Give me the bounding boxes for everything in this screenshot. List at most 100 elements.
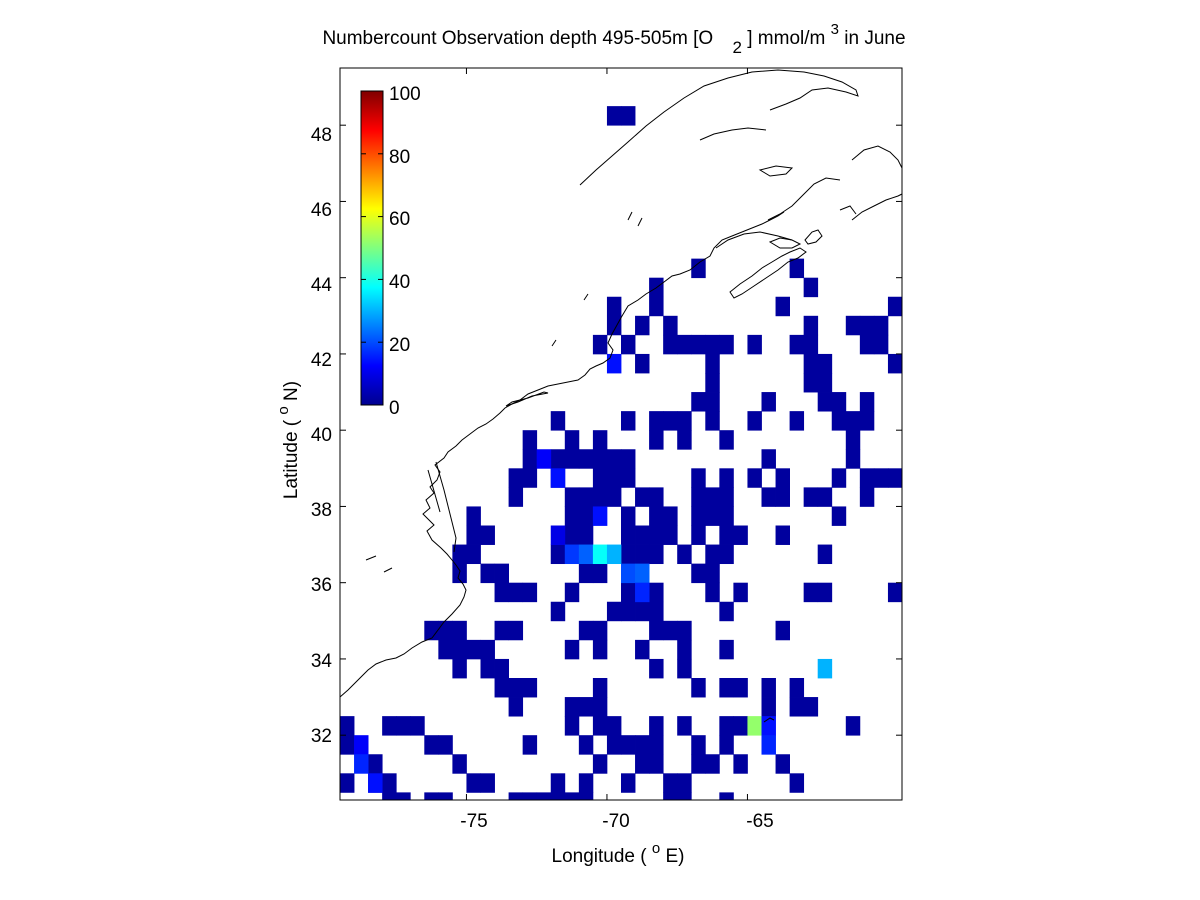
heatmap-cell xyxy=(382,792,397,801)
heatmap-cell xyxy=(592,563,608,584)
heatmap-cell xyxy=(705,544,720,565)
y-tick-label: 38 xyxy=(311,500,332,521)
y-label-degree: o xyxy=(275,406,292,414)
y-tick-labels: 48 46 44 42 40 38 36 34 32 xyxy=(311,125,333,747)
heatmap-cell xyxy=(859,468,875,488)
heatmap-cell xyxy=(831,392,847,412)
heatmap-cell xyxy=(578,620,594,641)
heatmap-cell xyxy=(691,678,706,698)
heatmap-cell xyxy=(691,525,706,545)
heatmap-cell xyxy=(494,620,509,641)
heatmap-cell xyxy=(564,544,580,565)
heatmap-cell xyxy=(691,392,706,412)
title-main: Numbercount Observation depth 495-505m [… xyxy=(322,28,713,49)
heatmap-cell xyxy=(410,716,425,736)
heatmap-cell xyxy=(705,487,720,507)
heatmap-cell xyxy=(592,506,608,526)
heatmap-cell xyxy=(508,678,524,698)
heatmap-cell xyxy=(522,678,538,698)
heatmap-cell xyxy=(522,582,538,603)
heatmap-cell xyxy=(649,754,664,774)
heatmap-cell xyxy=(789,258,805,279)
heatmap-cell xyxy=(438,792,453,801)
heatmap-cell xyxy=(817,658,833,679)
heatmap-cell xyxy=(719,487,734,507)
heatmap-cell xyxy=(775,525,790,545)
heatmap-cell xyxy=(747,411,762,431)
heatmap-cell xyxy=(550,773,566,793)
heatmap-cell xyxy=(438,735,453,755)
heatmap-cell xyxy=(606,716,622,736)
heatmap-cell xyxy=(719,792,734,801)
heatmap-cell xyxy=(649,296,664,317)
heatmap-cell xyxy=(635,754,650,774)
heatmap-cell xyxy=(494,658,509,679)
heatmap-cell xyxy=(606,449,622,469)
heatmap-cell xyxy=(663,334,678,355)
heatmap-cell xyxy=(382,773,397,793)
heatmap-cell xyxy=(761,487,776,507)
heatmap-cell xyxy=(705,754,720,774)
heatmap-cell xyxy=(564,792,580,801)
heatmap-cell xyxy=(887,582,903,603)
heatmap-cell xyxy=(719,716,734,736)
heatmap-cell xyxy=(803,487,819,507)
heatmap-cell xyxy=(606,735,622,755)
heatmap-cell xyxy=(775,296,790,317)
heatmap-cell xyxy=(550,411,566,431)
colorbar-tick-label: 40 xyxy=(389,272,410,293)
heatmap-cell xyxy=(677,773,692,793)
heatmap-cell xyxy=(859,392,875,412)
heatmap-cell xyxy=(522,449,538,469)
heatmap-cell xyxy=(635,735,650,755)
heatmap-cell xyxy=(508,697,524,717)
x-tick-label: -75 xyxy=(460,811,487,832)
heatmap-cell xyxy=(691,735,706,755)
y-tick-label: 34 xyxy=(311,651,333,672)
heatmap-cell xyxy=(761,392,776,412)
heatmap-cell xyxy=(564,430,580,450)
heatmap-cell xyxy=(649,716,664,736)
heatmap-cell xyxy=(887,468,903,488)
heatmap-cell xyxy=(663,773,678,793)
heatmap-cell xyxy=(424,792,439,801)
heatmap-cell xyxy=(606,353,622,374)
heatmap-cell xyxy=(719,525,734,545)
heatmap-cell xyxy=(494,582,509,603)
heatmap-cell xyxy=(564,639,580,660)
heatmap-cell xyxy=(635,639,650,660)
heatmap-cell xyxy=(621,601,636,622)
heatmap-cells xyxy=(340,106,903,801)
heatmap-cell xyxy=(873,468,889,488)
heatmap-cell xyxy=(775,620,790,641)
heatmap-cell xyxy=(817,487,833,507)
heatmap-cell xyxy=(480,525,495,545)
x-label-post: E) xyxy=(665,846,684,867)
heatmap-cell xyxy=(649,582,664,603)
heatmap-cell xyxy=(663,315,678,336)
heatmap-cell xyxy=(831,506,847,526)
colorbar-gradient xyxy=(360,90,384,406)
heatmap-cell xyxy=(508,487,524,507)
colorbar-tick-label: 20 xyxy=(389,335,410,356)
title-unit: ] mmol/m xyxy=(747,28,825,49)
heatmap-cell xyxy=(522,735,538,755)
y-tick-label: 42 xyxy=(311,350,332,371)
heatmap-cell xyxy=(817,392,833,412)
heatmap-cell xyxy=(733,754,748,774)
heatmap-cell xyxy=(705,392,720,412)
heatmap-cell xyxy=(452,620,467,641)
heatmap-cell xyxy=(578,544,594,565)
heatmap-cell xyxy=(550,525,566,545)
heatmap-cell xyxy=(873,334,889,355)
heatmap-cell xyxy=(564,716,580,736)
heatmap-cell xyxy=(691,258,706,279)
x-label-pre: Longitude ( xyxy=(552,846,652,867)
heatmap-cell xyxy=(691,468,706,488)
heatmap-cell xyxy=(508,792,524,801)
heatmap-cell xyxy=(606,544,622,565)
x-label-degree: o xyxy=(652,840,660,857)
colorbar-ticks xyxy=(361,90,383,406)
heatmap-cell xyxy=(803,353,819,374)
y-label-pre: Latitude ( xyxy=(281,415,302,500)
